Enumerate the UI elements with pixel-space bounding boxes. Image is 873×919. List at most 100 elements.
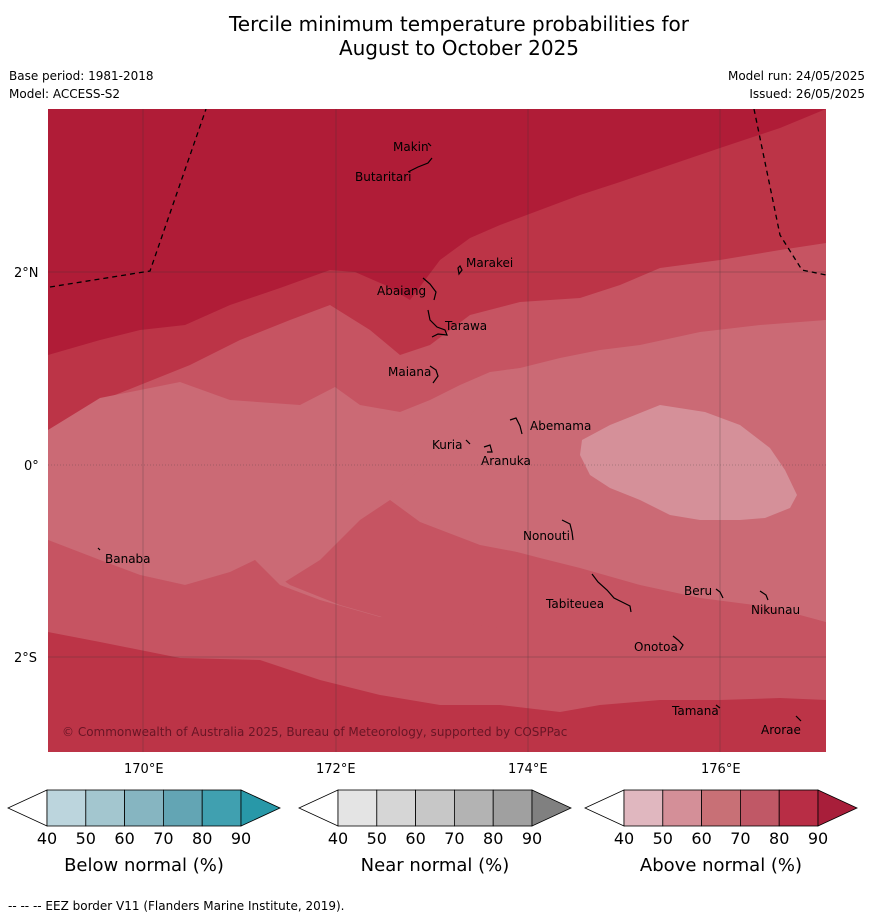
lon-label-172e: 172°E [316, 762, 356, 777]
issued-date: Issued: 26/05/2025 [749, 87, 865, 101]
colorbar-above-tick: 80 [769, 829, 789, 848]
place-beru: Beru [684, 584, 712, 598]
place-banaba: Banaba [105, 552, 151, 566]
colorbar-near-label: Near normal (%) [361, 855, 510, 876]
place-kuria: Kuria [432, 438, 463, 452]
colorbar-near-tick: 70 [444, 829, 464, 848]
colorbar-below-low-extend [7, 789, 48, 827]
lat-label-2n: 2°N [14, 266, 39, 281]
colorbar-above-segment [662, 789, 702, 827]
colorbar-below-segment [162, 789, 203, 827]
colorbar-near-tick: 80 [483, 829, 503, 848]
colorbar-near-low-extend [298, 789, 339, 827]
colorbar-near-segment [376, 789, 416, 827]
lat-label-2s: 2°S [14, 651, 37, 666]
islands [97, 142, 802, 722]
island-makin-shape [427, 142, 432, 147]
band-40 [580, 405, 797, 520]
lat-label-0: 0° [24, 459, 39, 474]
place-marakei: Marakei [466, 256, 513, 270]
colorbar-above-segment [740, 789, 780, 827]
colorbar-near-tick: 60 [405, 829, 425, 848]
colorbar-above-tick: 70 [730, 829, 750, 848]
island-marakei-shape [457, 264, 463, 276]
place-nonouti: Nonouti [523, 529, 570, 543]
colorbar-below-tick: 40 [37, 829, 57, 848]
island-onotoa-shape [672, 635, 684, 651]
colorbar-near-tick: 90 [522, 829, 542, 848]
lon-label-170e: 170°E [124, 762, 164, 777]
place-onotoa: Onotoa [634, 640, 678, 654]
colorbar-above-segment [623, 789, 664, 827]
place-tarawa: Tarawa [444, 319, 487, 333]
place-maiana: Maiana [388, 365, 431, 379]
island-tarawa-shape [427, 309, 448, 338]
band-80-lower [48, 632, 826, 752]
colorbar-near-segment [415, 789, 455, 827]
colorbars: 40 50 60 70 80 90 Below normal (%) 40 50 60 70 80 90… [7, 789, 858, 876]
model-run: Model run: 24/05/2025 [727, 69, 865, 83]
meta-left: Base period: 1981-2018 Model: ACCESS-S2 [9, 67, 154, 103]
colorbar-below-segment [85, 789, 126, 827]
island-kuria-shape [465, 439, 471, 445]
island-abaiang-shape [422, 277, 437, 301]
place-tamana: Tamana [671, 704, 719, 718]
probability-map: Makin Butaritari Marakei Abaiang Tarawa … [48, 109, 826, 752]
island-arorae-shape [795, 715, 802, 722]
colorbar-near-segment [492, 789, 533, 827]
title-line-2: August to October 2025 [338, 36, 580, 60]
island-nonouti-shape [561, 519, 574, 541]
colorbar-above-high-extend [817, 789, 858, 827]
copyright-notice: © Commonwealth of Australia 2025, Bureau… [62, 725, 567, 739]
island-tabiteuea-shape [591, 573, 632, 613]
colorbar-below-tick: 70 [153, 829, 173, 848]
island-butaritari-shape [407, 157, 433, 173]
island-aranuka-shape [483, 444, 493, 453]
island-nikunau-shape [759, 590, 769, 601]
place-arorae: Arorae [761, 723, 801, 737]
colorbar-near-tick: 40 [328, 829, 348, 848]
island-abemama-shape [509, 417, 523, 435]
colorbar-below-tick: 90 [231, 829, 251, 848]
colorbar-below-segment [124, 789, 164, 827]
colorbar-below-tick: 50 [76, 829, 96, 848]
colorbar-above-tick: 90 [808, 829, 828, 848]
colorbar-above-tick: 60 [691, 829, 711, 848]
colorbar-above-segment [701, 789, 741, 827]
title-line-1: Tercile minimum temperature probabilitie… [228, 12, 690, 36]
lon-label-176e: 176°E [701, 762, 741, 777]
colorbar-below-segment [46, 789, 87, 827]
colorbar-above-tick: 50 [653, 829, 673, 848]
colorbar-below-tick: 80 [192, 829, 212, 848]
place-aranuka: Aranuka [481, 454, 531, 468]
place-tabiteuea: Tabiteuea [545, 597, 604, 611]
colorbar-below-segment [201, 789, 242, 827]
place-butaritari: Butaritari [355, 170, 412, 184]
colorbar-below-label: Below normal (%) [64, 855, 224, 876]
meta-right: Model run: 24/05/2025 Issued: 26/05/2025 [728, 67, 865, 103]
island-tamana-shape [715, 704, 721, 709]
eez-border [49, 109, 826, 288]
colorbar-near-high-extend [531, 789, 572, 827]
place-abemama: Abemama [530, 419, 591, 433]
colorbar-below-high-extend [240, 789, 281, 827]
eez-footnote: -- -- -- EEZ border V11 (Flanders Marine… [8, 899, 345, 913]
colorbar-near-tick: 50 [367, 829, 387, 848]
colorbar-above-low-extend [584, 789, 625, 827]
colorbar-above-tick: 40 [614, 829, 634, 848]
colorbar-near-segment [453, 789, 494, 827]
place-nikunau: Nikunau [751, 603, 800, 617]
island-maiana-shape [429, 365, 439, 384]
colorbar-below-tick: 60 [114, 829, 134, 848]
graticule [48, 109, 826, 752]
map-title: Tercile minimum temperature probabilitie… [0, 12, 873, 60]
model-name: Model: ACCESS-S2 [9, 87, 121, 101]
colorbar-above-label: Above normal (%) [640, 855, 802, 876]
colorbar-above-segment [778, 789, 819, 827]
lon-label-174e: 174°E [508, 762, 548, 777]
colorbar-near-segment [337, 789, 378, 827]
place-makin: Makin [393, 140, 429, 154]
place-abaiang: Abaiang [377, 284, 426, 298]
island-banaba-shape [97, 547, 101, 551]
